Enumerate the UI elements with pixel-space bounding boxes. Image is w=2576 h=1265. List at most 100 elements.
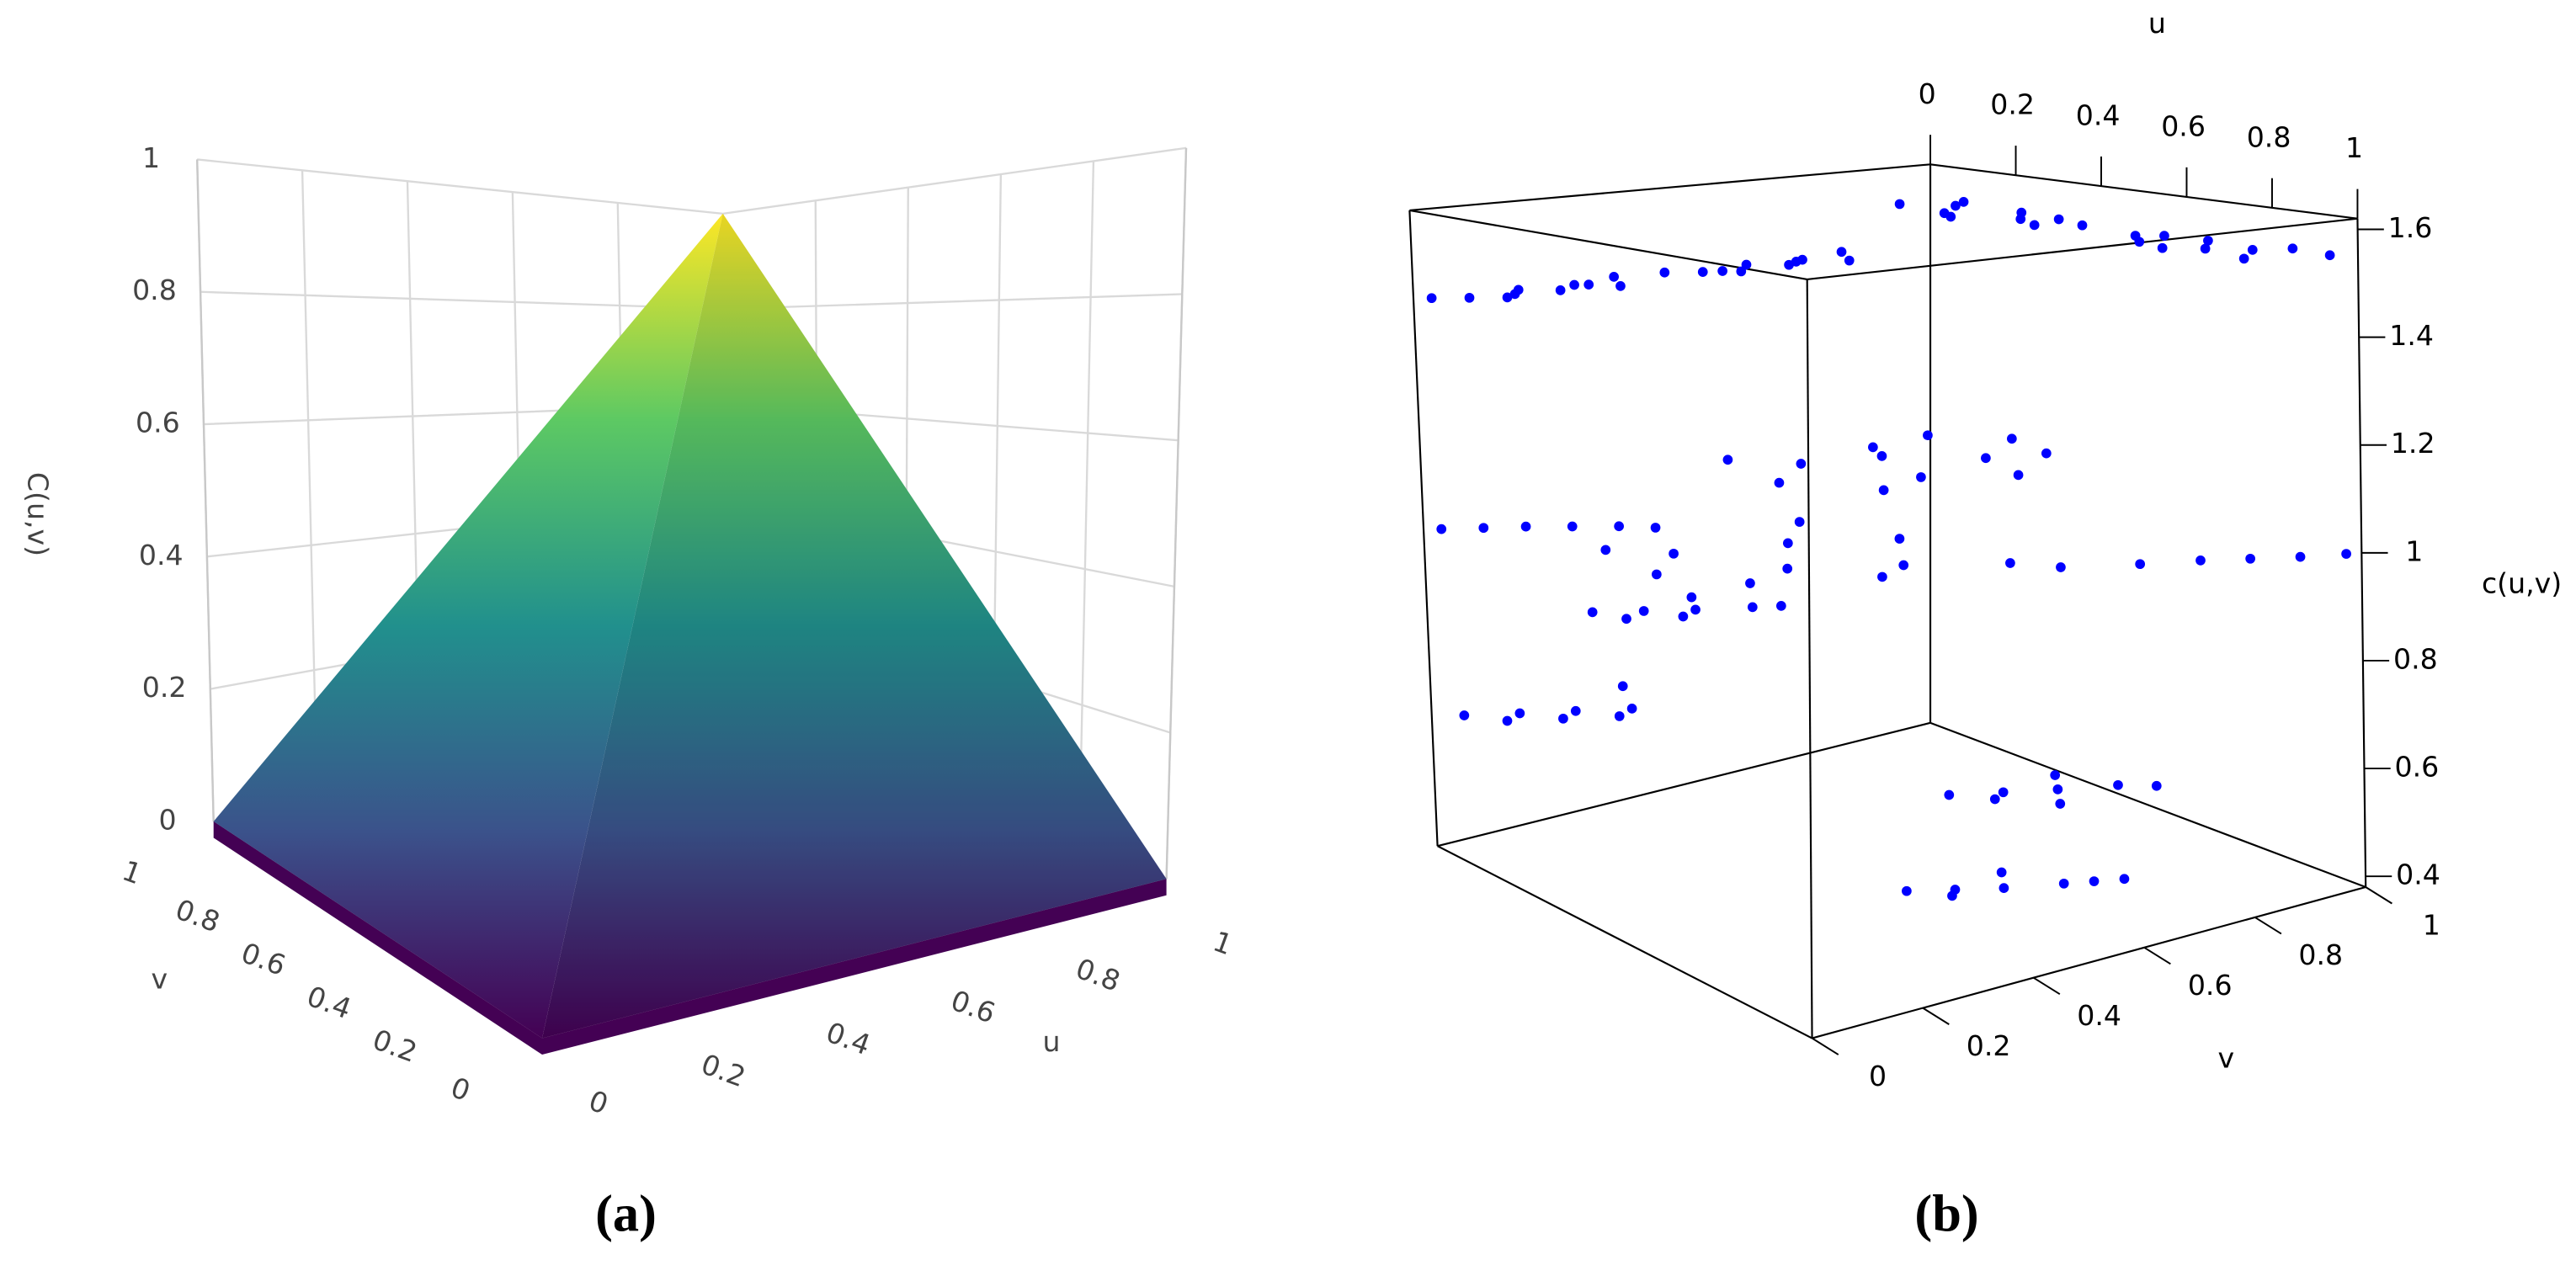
- panel-label: (a): [595, 1184, 657, 1243]
- x-tick-label: 1: [1209, 924, 1237, 961]
- point: [1555, 285, 1566, 295]
- point: [1502, 715, 1513, 726]
- x-tick-label: 0.2: [697, 1048, 750, 1094]
- point: [1836, 247, 1847, 258]
- point: [1426, 293, 1437, 304]
- point: [2052, 784, 2063, 795]
- point: [1621, 614, 1631, 625]
- point: [1916, 472, 1926, 482]
- point: [1617, 681, 1628, 692]
- x-tick-label: 0.8: [2247, 120, 2291, 153]
- y-tick-label: 1: [118, 854, 146, 891]
- point: [1697, 267, 1708, 277]
- point: [1794, 517, 1805, 527]
- point: [1520, 521, 1531, 532]
- x-tick-label: 0: [584, 1084, 612, 1121]
- point: [2245, 553, 2255, 564]
- surface-shade: [542, 213, 1167, 1039]
- point: [2159, 231, 2169, 241]
- grid-line: [197, 146, 1187, 215]
- point: [1717, 266, 1728, 276]
- point: [2006, 433, 2017, 444]
- box-edge: [1409, 163, 1931, 212]
- point: [1947, 890, 1957, 901]
- z-tick-label: 0.4: [2396, 858, 2440, 891]
- point: [1876, 450, 1887, 461]
- y-tick-label: 0.2: [369, 1023, 422, 1069]
- point: [1652, 569, 1662, 580]
- z-tick-label: 0: [159, 803, 177, 836]
- point: [1686, 592, 1697, 603]
- point: [2134, 237, 2145, 247]
- point: [1878, 485, 1889, 496]
- point: [2013, 470, 2024, 481]
- point: [1614, 711, 1625, 721]
- point: [2058, 878, 2069, 889]
- axis-edge: [196, 159, 215, 821]
- y-axis-label: v: [151, 963, 168, 996]
- x-tick-label: 0: [1919, 77, 1936, 110]
- z-tick-label: 0.8: [132, 274, 177, 306]
- z-tick-label: 0.8: [2393, 642, 2438, 675]
- x-tick-label: 0.4: [822, 1016, 875, 1062]
- point: [1587, 607, 1598, 618]
- box-edge: [1437, 845, 1813, 1039]
- point: [1998, 787, 2009, 798]
- point: [1877, 571, 1887, 582]
- point: [1902, 885, 1912, 896]
- point: [2113, 779, 2123, 790]
- point: [1570, 705, 1581, 716]
- point: [1782, 538, 1793, 549]
- z-tick-label: 1.6: [2388, 211, 2433, 244]
- point: [1690, 604, 1700, 615]
- panel-label: (b): [1914, 1184, 1978, 1243]
- point: [2200, 243, 2211, 254]
- y-tick-label: 0: [447, 1071, 475, 1108]
- point: [1747, 602, 1758, 613]
- y-tick-label: 0.8: [2298, 938, 2343, 971]
- point: [2050, 770, 2061, 780]
- y-tick: [2033, 976, 2061, 996]
- point: [1958, 196, 1969, 207]
- y-tick: [2143, 946, 2171, 965]
- point: [2195, 555, 2206, 566]
- z-tick-label: 0.2: [142, 671, 187, 704]
- x-tick-label: 0.4: [2076, 99, 2121, 132]
- z-tick-label: 0.6: [136, 407, 180, 439]
- point: [2119, 874, 2130, 885]
- y-tick-label: 0.6: [237, 936, 290, 982]
- point: [1898, 560, 1909, 571]
- box-edge: [1806, 279, 1813, 1039]
- point: [2089, 876, 2100, 886]
- box-edge: [1807, 217, 2358, 280]
- x-tick-label: 0.6: [947, 984, 1000, 1030]
- point: [2015, 214, 2026, 225]
- point: [2053, 214, 2064, 225]
- box-edge: [1437, 721, 1931, 848]
- grid-line: [1078, 161, 1095, 842]
- x-tick-label: 0.2: [1990, 88, 2035, 121]
- y-tick: [1812, 1037, 1839, 1055]
- point: [1791, 257, 1802, 267]
- point: [1999, 883, 2009, 893]
- point: [1736, 266, 1747, 277]
- point: [1514, 708, 1525, 719]
- point: [1615, 281, 1626, 291]
- x-tick-label: 0.6: [2161, 109, 2206, 142]
- point: [2041, 448, 2052, 459]
- z-tick-label: 0.4: [139, 539, 184, 571]
- z-tick-label: 1.2: [2391, 427, 2435, 460]
- point: [1650, 523, 1661, 533]
- point: [1894, 199, 1905, 210]
- point: [1894, 534, 1905, 544]
- box-edge: [1408, 210, 1439, 847]
- y-tick-label: 0.4: [303, 980, 356, 1026]
- point: [1745, 578, 1755, 588]
- point: [1600, 545, 1611, 555]
- point: [2238, 253, 2249, 264]
- point: [1464, 292, 1475, 303]
- z-axis-label: c(u,v): [2482, 566, 2562, 599]
- point: [1558, 713, 1568, 724]
- point: [2203, 236, 2213, 246]
- point: [2055, 799, 2066, 809]
